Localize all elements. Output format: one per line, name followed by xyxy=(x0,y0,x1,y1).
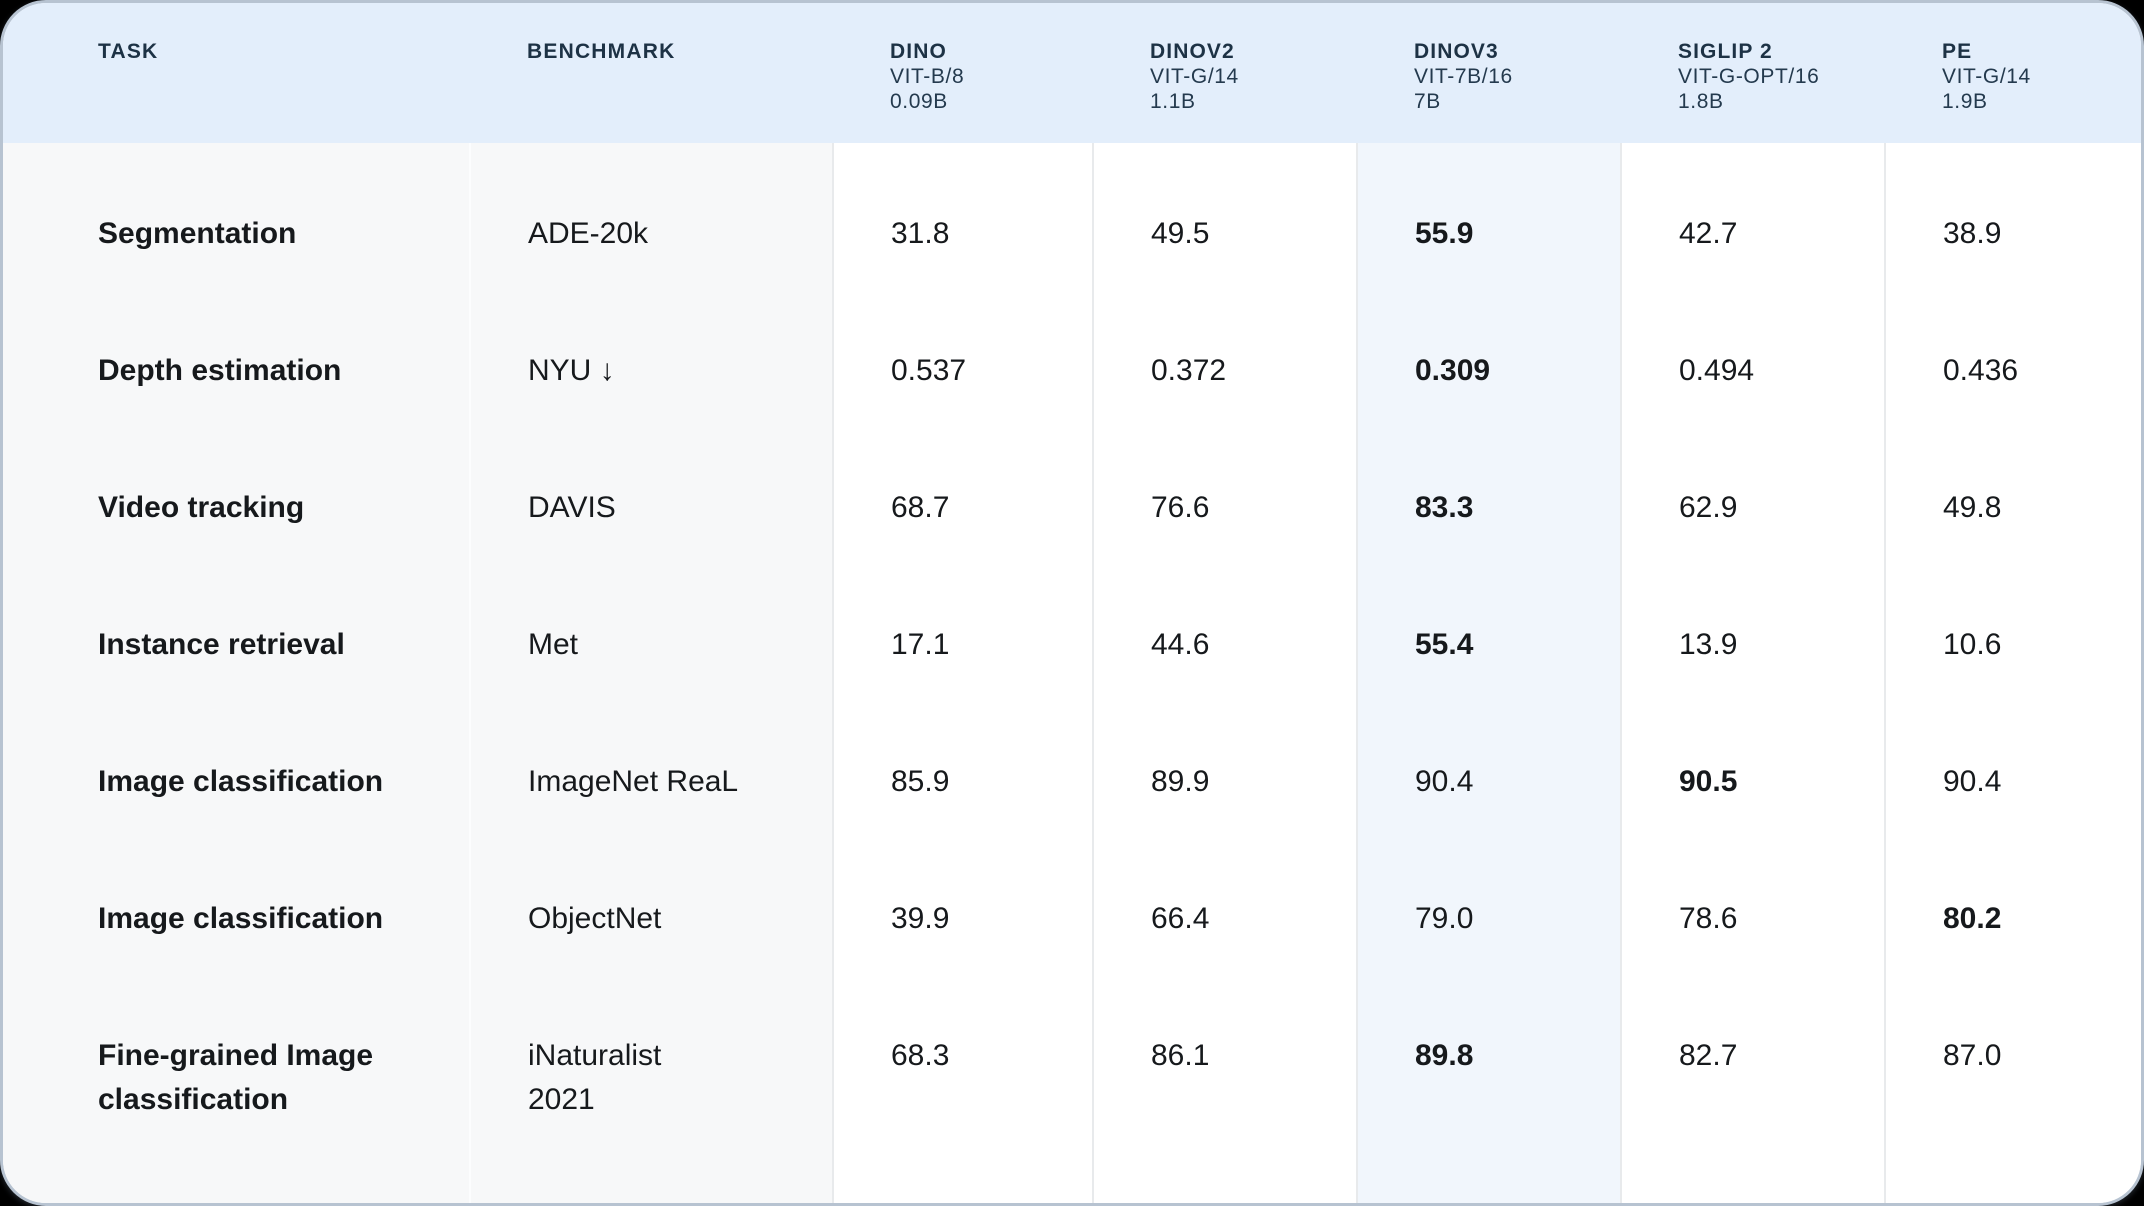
model-column-header-dinov2: DINOV2 VIT-G/14 1.1B xyxy=(1093,3,1357,143)
score-cell: 62.9 xyxy=(1620,417,1885,554)
score-cell: 83.3 xyxy=(1356,417,1621,554)
score-cell: 0.436 xyxy=(1884,280,2141,417)
table-row: Fine-grained Image classification iNatur… xyxy=(3,965,2141,1203)
score-cell: 49.8 xyxy=(1884,417,2141,554)
score-cell: 55.9 xyxy=(1356,143,1621,280)
table-header: TASK BENCHMARK DINO VIT-B/8 0.09B DINOV2… xyxy=(3,3,2141,143)
score-cell: 0.537 xyxy=(832,280,1093,417)
benchmark-cell: Met xyxy=(469,554,833,691)
benchmark-cell: ObjectNet xyxy=(469,828,833,965)
model-params: 1.1B xyxy=(1150,90,1196,113)
score-cell: 0.494 xyxy=(1620,280,1885,417)
score-cell: 39.9 xyxy=(832,828,1093,965)
task-cell: Instance retrieval xyxy=(3,554,470,691)
score-cell: 10.6 xyxy=(1884,554,2141,691)
score-cell: 42.7 xyxy=(1620,143,1885,280)
score-cell: 90.4 xyxy=(1356,691,1621,828)
model-name: DINO xyxy=(890,40,947,63)
score-cell: 89.8 xyxy=(1356,965,1621,1203)
score-cell: 90.5 xyxy=(1620,691,1885,828)
score-cell: 85.9 xyxy=(832,691,1093,828)
benchmark-cell: ImageNet ReaL xyxy=(469,691,833,828)
benchmark-cell: ADE-20k xyxy=(469,143,833,280)
model-column-header-pe: PE VIT-G/14 1.9B xyxy=(1885,3,2141,143)
task-cell: Video tracking xyxy=(3,417,470,554)
table-row: Image classification ImageNet ReaL 85.9 … xyxy=(3,691,2141,828)
score-cell: 38.9 xyxy=(1884,143,2141,280)
score-cell: 86.1 xyxy=(1092,965,1357,1203)
score-cell: 82.7 xyxy=(1620,965,1885,1203)
benchmark-cell: NYU ↓ xyxy=(469,280,833,417)
model-name: DINOV3 xyxy=(1414,40,1499,63)
model-arch: VIT-B/8 xyxy=(890,65,965,88)
task-cell: Image classification xyxy=(3,691,470,828)
table-row: Video tracking DAVIS 68.7 76.6 83.3 62.9… xyxy=(3,417,2141,554)
task-column-label: TASK xyxy=(98,40,159,63)
task-column-header: TASK xyxy=(3,3,470,143)
model-arch: VIT-7B/16 xyxy=(1414,65,1513,88)
model-column-header-dinov3: DINOV3 VIT-7B/16 7B xyxy=(1357,3,1621,143)
model-params: 1.8B xyxy=(1678,90,1724,113)
model-name: PE xyxy=(1942,40,1973,63)
score-cell: 78.6 xyxy=(1620,828,1885,965)
score-cell: 13.9 xyxy=(1620,554,1885,691)
table-body: Segmentation ADE-20k 31.8 49.5 55.9 42.7… xyxy=(3,143,2141,1203)
model-params: 0.09B xyxy=(890,90,948,113)
benchmark-column-header: BENCHMARK xyxy=(470,3,833,143)
benchmark-cell: DAVIS xyxy=(469,417,833,554)
benchmark-column-label: BENCHMARK xyxy=(527,40,676,63)
score-cell: 66.4 xyxy=(1092,828,1357,965)
score-cell: 87.0 xyxy=(1884,965,2141,1203)
table-row: Depth estimation NYU ↓ 0.537 0.372 0.309… xyxy=(3,280,2141,417)
model-params: 7B xyxy=(1414,90,1441,113)
score-cell: 31.8 xyxy=(832,143,1093,280)
model-arch: VIT-G/14 xyxy=(1942,65,2031,88)
model-params: 1.9B xyxy=(1942,90,1988,113)
score-cell: 0.372 xyxy=(1092,280,1357,417)
score-cell: 44.6 xyxy=(1092,554,1357,691)
task-cell: Depth estimation xyxy=(3,280,470,417)
score-cell: 89.9 xyxy=(1092,691,1357,828)
model-column-header-dino: DINO VIT-B/8 0.09B xyxy=(833,3,1093,143)
benchmark-cell: iNaturalist 2021 xyxy=(469,965,833,1203)
score-cell: 68.3 xyxy=(832,965,1093,1203)
model-name: DINOV2 xyxy=(1150,40,1235,63)
model-comparison-table: TASK BENCHMARK DINO VIT-B/8 0.09B DINOV2… xyxy=(3,3,2141,1203)
model-arch: VIT-G-OPT/16 xyxy=(1678,65,1820,88)
task-cell: Fine-grained Image classification xyxy=(3,965,470,1203)
score-cell: 55.4 xyxy=(1356,554,1621,691)
score-cell: 68.7 xyxy=(832,417,1093,554)
table-row: Instance retrieval Met 17.1 44.6 55.4 13… xyxy=(3,554,2141,691)
score-cell: 49.5 xyxy=(1092,143,1357,280)
score-cell: 0.309 xyxy=(1356,280,1621,417)
task-cell: Segmentation xyxy=(3,143,470,280)
score-cell: 79.0 xyxy=(1356,828,1621,965)
score-cell: 17.1 xyxy=(832,554,1093,691)
model-name: SIGLIP 2 xyxy=(1678,40,1773,63)
score-cell: 80.2 xyxy=(1884,828,2141,965)
model-arch: VIT-G/14 xyxy=(1150,65,1239,88)
score-cell: 76.6 xyxy=(1092,417,1357,554)
task-cell: Image classification xyxy=(3,828,470,965)
table-row: Image classification ObjectNet 39.9 66.4… xyxy=(3,828,2141,965)
table-row: Segmentation ADE-20k 31.8 49.5 55.9 42.7… xyxy=(3,143,2141,280)
model-column-header-siglip2: SIGLIP 2 VIT-G-OPT/16 1.8B xyxy=(1621,3,1885,143)
score-cell: 90.4 xyxy=(1884,691,2141,828)
